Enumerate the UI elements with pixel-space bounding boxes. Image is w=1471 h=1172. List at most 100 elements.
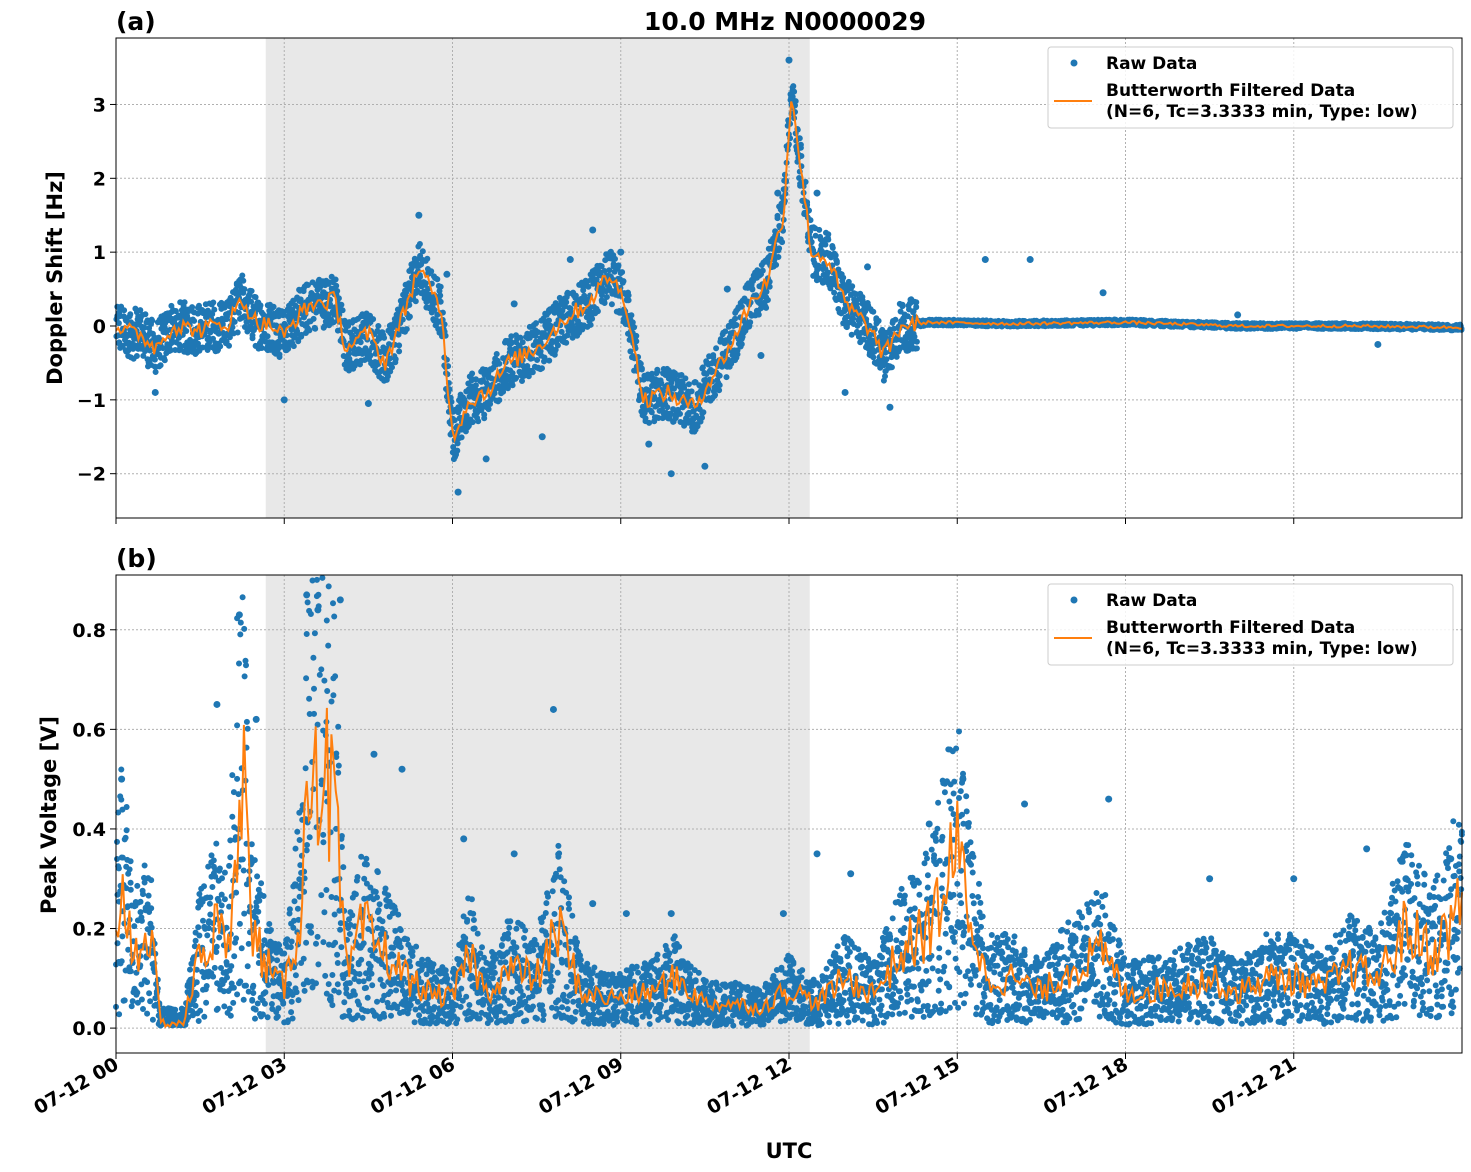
raw-peak-point-b (622, 910, 630, 918)
legend-b-box (1047, 583, 1454, 666)
x-tick-label: 07-12 09 (535, 1053, 627, 1119)
y-tick-label-a: 1 (93, 242, 106, 264)
raw-peak-point-b (235, 611, 243, 619)
filtered-line-b (115, 707, 1463, 1029)
legend-a-filtered-label-1: Butterworth Filtered Data (1106, 81, 1355, 101)
raw-peak-point-a (645, 440, 653, 448)
raw-peak-point-b (1021, 800, 1029, 808)
raw-peak-point-b (370, 750, 378, 758)
legend-b-filtered-label-1: Butterworth Filtered Data (1106, 618, 1355, 638)
y-tick-label-b: 0.6 (72, 719, 106, 741)
raw-peak-point-a (589, 226, 597, 234)
axes-frame-b (115, 574, 1463, 1054)
raw-peak-point-b (252, 715, 260, 723)
x-tick-label: 07-12 15 (871, 1053, 963, 1119)
x-tick-label: 07-12 18 (1040, 1053, 1132, 1119)
y-tick-label-b: 0.0 (72, 1018, 106, 1040)
x-tick-label: 07-12 06 (367, 1053, 459, 1119)
raw-peak-point-b (314, 606, 322, 614)
legend-a-raw-label: Raw Data (1106, 54, 1197, 74)
raw-peak-point-a (908, 344, 916, 352)
y-tick-label-a: −1 (77, 390, 106, 412)
x-axis-ticks: 07-12 00 07-12 03 07-12 06 07-12 09 07-12 12… (30, 1053, 1300, 1119)
raw-peak-point-a (841, 388, 849, 396)
legend-b-raw-marker (1070, 596, 1078, 604)
raw-peak-point-a (981, 256, 989, 264)
axes-frame-a (115, 37, 1463, 519)
legend-a-box (1047, 46, 1454, 129)
legend-b: Raw Data Butterworth Filtered Data (N=6,… (1047, 583, 1454, 666)
raw-peak-point-b (398, 765, 406, 773)
raw-peak-point-b (959, 775, 967, 783)
y-tick-label-b: 0.2 (72, 919, 106, 941)
raw-peak-point-b (460, 835, 468, 843)
raw-peak-point-b (779, 910, 787, 918)
raw-peak-point-b (813, 850, 821, 858)
raw-peak-point-a (151, 388, 159, 396)
raw-peak-point-b (510, 850, 518, 858)
raw-peak-point-a (701, 462, 709, 470)
raw-peak-point-b (118, 775, 126, 783)
raw-peak-point-b (925, 820, 933, 828)
raw-peak-point-a (1234, 311, 1242, 319)
filtered-line-a (115, 101, 1463, 444)
raw-peak-point-a (864, 263, 872, 271)
legend-a: Raw Data Butterworth Filtered Data (N=6,… (1047, 46, 1454, 129)
raw-peak-point-b (549, 705, 557, 713)
y-tick-label-b: 0.8 (72, 620, 106, 642)
raw-peak-point-a (566, 256, 574, 264)
y-tick-label-a: 0 (93, 316, 106, 338)
raw-peak-point-a (1099, 289, 1107, 297)
raw-peak-point-a (617, 248, 625, 256)
raw-peak-point-a (510, 300, 518, 308)
x-tick-label: 07-12 21 (1208, 1053, 1300, 1119)
y-tick-label-a: −2 (77, 464, 106, 486)
raw-peak-point-b (1402, 875, 1410, 883)
raw-peak-point-b (336, 596, 344, 604)
raw-peak-point-a (320, 289, 328, 297)
raw-peak-point-a (813, 189, 821, 197)
raw-peak-point-b (213, 700, 221, 708)
raw-peak-point-b (303, 591, 311, 599)
legend-b-raw-label: Raw Data (1106, 591, 1197, 611)
raw-peak-point-b (667, 910, 675, 918)
shaded-interval-a (265, 38, 810, 518)
raw-peak-point-a (667, 470, 675, 478)
raw-peak-point-a (364, 400, 372, 408)
figure-title: 10.0 MHz N0000029 (644, 7, 926, 36)
legend-b-filtered-label-2: (N=6, Tc=3.3333 min, Type: low) (1106, 639, 1418, 659)
panel-b-plot-area: 0.0 0.2 0.4 0.6 0.8 (72, 574, 1465, 1059)
raw-peak-point-a (757, 352, 765, 360)
raw-peak-point-a (415, 211, 423, 219)
raw-peak-point-a (785, 56, 793, 64)
x-tick-label: 07-12 00 (30, 1053, 122, 1119)
x-tick-label: 07-12 03 (198, 1053, 290, 1119)
raw-peak-point-a (454, 488, 462, 496)
raw-peak-point-a (886, 403, 894, 411)
raw-peak-point-a (1026, 256, 1034, 264)
raw-peak-point-b (1105, 795, 1113, 803)
raw-peak-point-b (1290, 875, 1298, 883)
panel-b-label: (b) (116, 544, 157, 573)
raw-peak-point-a (774, 189, 782, 197)
x-tick-label: 07-12 12 (703, 1053, 795, 1119)
panel-a-plot-area: −2 −1 0 1 2 3 (77, 37, 1465, 524)
legend-a-raw-marker (1070, 59, 1078, 67)
panel-b-ylabel: Peak Voltage [V] (37, 716, 61, 914)
y-tick-label-a: 3 (93, 94, 106, 116)
raw-peak-point-a (443, 270, 451, 278)
raw-peak-point-b (1363, 845, 1371, 853)
raw-peak-point-b (847, 870, 855, 878)
raw-peak-point-a (723, 285, 731, 293)
raw-peak-point-a (1374, 340, 1382, 348)
raw-peak-point-a (684, 411, 692, 419)
y-tick-label-b: 0.4 (72, 819, 106, 841)
raw-peak-point-a (280, 396, 288, 404)
raw-peak-point-a (235, 281, 243, 289)
y-tick-label-a: 2 (93, 168, 106, 190)
raw-peak-point-a (538, 433, 546, 441)
legend-a-filtered-label-2: (N=6, Tc=3.3333 min, Type: low) (1106, 102, 1418, 122)
x-axis-label: UTC (766, 1139, 813, 1163)
raw-peak-point-a (482, 455, 490, 463)
